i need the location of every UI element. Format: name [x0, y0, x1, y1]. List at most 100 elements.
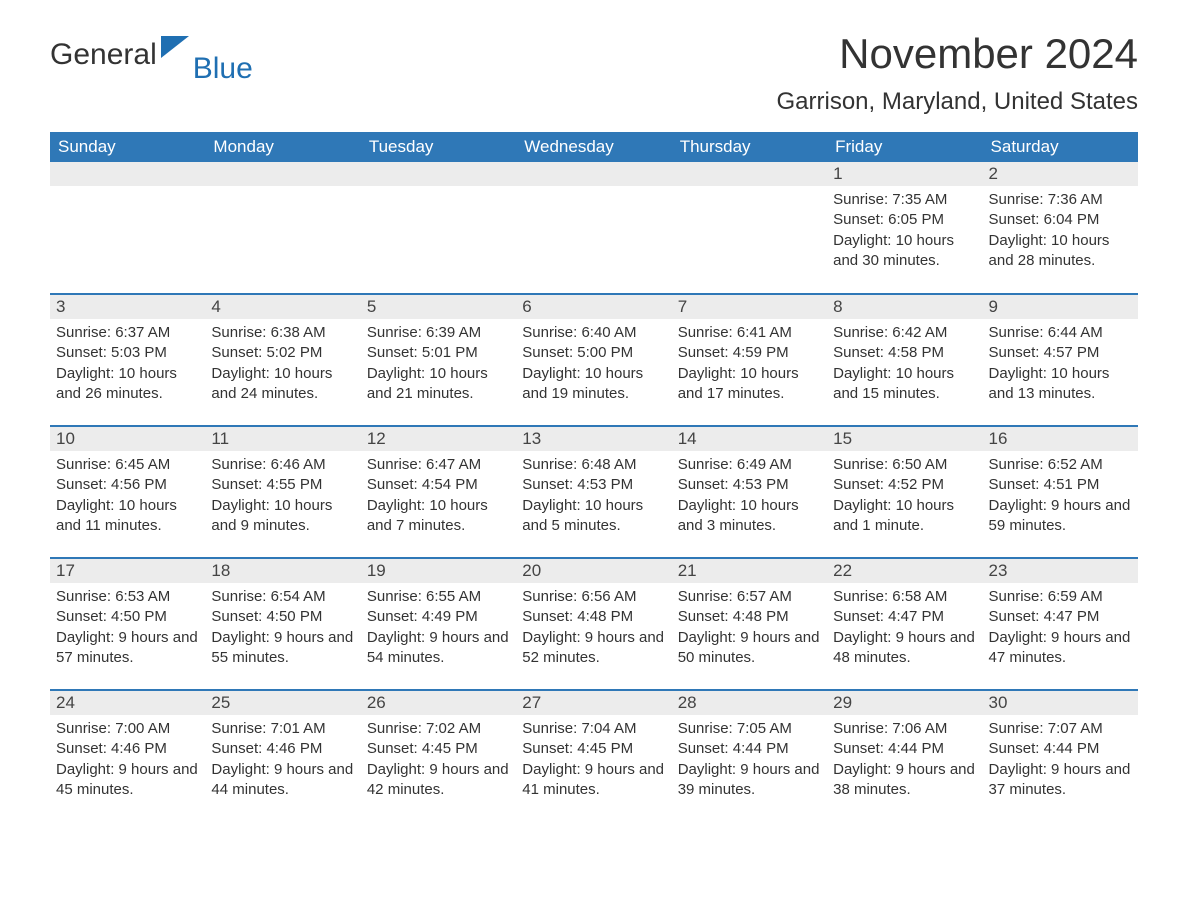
- sunrise-text: Sunrise: 6:41 AM: [678, 323, 821, 343]
- daylight-text: Daylight: 9 hours and 57 minutes.: [56, 628, 199, 669]
- sunrise-text: Sunrise: 7:06 AM: [833, 719, 976, 739]
- sunrise-text: Sunrise: 6:55 AM: [367, 587, 510, 607]
- daylight-text: Daylight: 10 hours and 17 minutes.: [678, 364, 821, 405]
- sunrise-text: Sunrise: 7:35 AM: [833, 190, 976, 210]
- sunrise-text: Sunrise: 6:40 AM: [522, 323, 665, 343]
- calendar-day-cell: 8Sunrise: 6:42 AMSunset: 4:58 PMDaylight…: [827, 294, 982, 426]
- day-details: Sunrise: 6:57 AMSunset: 4:48 PMDaylight:…: [672, 583, 827, 672]
- sunrise-text: Sunrise: 6:48 AM: [522, 455, 665, 475]
- day-number: 13: [516, 427, 671, 451]
- logo-text-blue: Blue: [193, 52, 253, 86]
- calendar-day-cell: 14Sunrise: 6:49 AMSunset: 4:53 PMDayligh…: [672, 426, 827, 558]
- day-details: Sunrise: 6:49 AMSunset: 4:53 PMDaylight:…: [672, 451, 827, 540]
- day-number: [50, 162, 205, 186]
- sunset-text: Sunset: 5:00 PM: [522, 343, 665, 363]
- daylight-text: Daylight: 10 hours and 1 minute.: [833, 496, 976, 537]
- location-subtitle: Garrison, Maryland, United States: [777, 88, 1139, 116]
- calendar-day-cell: 6Sunrise: 6:40 AMSunset: 5:00 PMDaylight…: [516, 294, 671, 426]
- day-details: Sunrise: 6:55 AMSunset: 4:49 PMDaylight:…: [361, 583, 516, 672]
- day-details: Sunrise: 6:54 AMSunset: 4:50 PMDaylight:…: [205, 583, 360, 672]
- day-number: [516, 162, 671, 186]
- day-details: [50, 186, 205, 194]
- sunset-text: Sunset: 4:44 PM: [989, 739, 1132, 759]
- calendar-day-cell: 27Sunrise: 7:04 AMSunset: 4:45 PMDayligh…: [516, 690, 671, 822]
- sunrise-text: Sunrise: 6:57 AM: [678, 587, 821, 607]
- sunrise-text: Sunrise: 6:39 AM: [367, 323, 510, 343]
- calendar-empty-cell: [205, 162, 360, 294]
- daylight-text: Daylight: 9 hours and 59 minutes.: [989, 496, 1132, 537]
- daylight-text: Daylight: 9 hours and 48 minutes.: [833, 628, 976, 669]
- day-details: Sunrise: 6:45 AMSunset: 4:56 PMDaylight:…: [50, 451, 205, 540]
- day-number: [361, 162, 516, 186]
- daylight-text: Daylight: 9 hours and 39 minutes.: [678, 760, 821, 801]
- day-number: 6: [516, 295, 671, 319]
- calendar-day-cell: 9Sunrise: 6:44 AMSunset: 4:57 PMDaylight…: [983, 294, 1138, 426]
- day-number: [205, 162, 360, 186]
- logo-text-general: General: [50, 38, 157, 72]
- daylight-text: Daylight: 9 hours and 54 minutes.: [367, 628, 510, 669]
- day-number: 28: [672, 691, 827, 715]
- calendar-week-row: 1Sunrise: 7:35 AMSunset: 6:05 PMDaylight…: [50, 162, 1138, 294]
- sunrise-text: Sunrise: 6:37 AM: [56, 323, 199, 343]
- sunset-text: Sunset: 4:44 PM: [678, 739, 821, 759]
- day-details: Sunrise: 6:59 AMSunset: 4:47 PMDaylight:…: [983, 583, 1138, 672]
- day-number: 17: [50, 559, 205, 583]
- day-details: Sunrise: 6:48 AMSunset: 4:53 PMDaylight:…: [516, 451, 671, 540]
- sunset-text: Sunset: 4:46 PM: [211, 739, 354, 759]
- calendar-day-cell: 10Sunrise: 6:45 AMSunset: 4:56 PMDayligh…: [50, 426, 205, 558]
- flag-icon: [161, 32, 189, 66]
- daylight-text: Daylight: 9 hours and 55 minutes.: [211, 628, 354, 669]
- day-details: Sunrise: 6:42 AMSunset: 4:58 PMDaylight:…: [827, 319, 982, 408]
- day-number: 1: [827, 162, 982, 186]
- sunset-text: Sunset: 4:54 PM: [367, 475, 510, 495]
- sunset-text: Sunset: 4:59 PM: [678, 343, 821, 363]
- calendar-day-cell: 18Sunrise: 6:54 AMSunset: 4:50 PMDayligh…: [205, 558, 360, 690]
- daylight-text: Daylight: 10 hours and 15 minutes.: [833, 364, 976, 405]
- sunset-text: Sunset: 4:52 PM: [833, 475, 976, 495]
- daylight-text: Daylight: 9 hours and 41 minutes.: [522, 760, 665, 801]
- day-details: Sunrise: 7:04 AMSunset: 4:45 PMDaylight:…: [516, 715, 671, 804]
- sunrise-text: Sunrise: 6:44 AM: [989, 323, 1132, 343]
- sunset-text: Sunset: 4:47 PM: [989, 607, 1132, 627]
- daylight-text: Daylight: 10 hours and 30 minutes.: [833, 231, 976, 272]
- day-number: 19: [361, 559, 516, 583]
- day-number: 25: [205, 691, 360, 715]
- calendar-empty-cell: [516, 162, 671, 294]
- calendar-week-row: 17Sunrise: 6:53 AMSunset: 4:50 PMDayligh…: [50, 558, 1138, 690]
- daylight-text: Daylight: 9 hours and 47 minutes.: [989, 628, 1132, 669]
- daylight-text: Daylight: 10 hours and 7 minutes.: [367, 496, 510, 537]
- day-number: 26: [361, 691, 516, 715]
- day-details: Sunrise: 6:53 AMSunset: 4:50 PMDaylight:…: [50, 583, 205, 672]
- daylight-text: Daylight: 10 hours and 28 minutes.: [989, 231, 1132, 272]
- daylight-text: Daylight: 10 hours and 11 minutes.: [56, 496, 199, 537]
- day-details: Sunrise: 6:40 AMSunset: 5:00 PMDaylight:…: [516, 319, 671, 408]
- day-details: [361, 186, 516, 194]
- daylight-text: Daylight: 10 hours and 3 minutes.: [678, 496, 821, 537]
- column-header: Monday: [205, 132, 360, 162]
- daylight-text: Daylight: 10 hours and 13 minutes.: [989, 364, 1132, 405]
- day-number: 4: [205, 295, 360, 319]
- sunrise-text: Sunrise: 6:56 AM: [522, 587, 665, 607]
- calendar-empty-cell: [672, 162, 827, 294]
- sunrise-text: Sunrise: 6:38 AM: [211, 323, 354, 343]
- sunrise-text: Sunrise: 6:46 AM: [211, 455, 354, 475]
- sunrise-text: Sunrise: 6:59 AM: [989, 587, 1132, 607]
- column-header: Sunday: [50, 132, 205, 162]
- day-number: 8: [827, 295, 982, 319]
- day-number: 30: [983, 691, 1138, 715]
- sunrise-text: Sunrise: 7:36 AM: [989, 190, 1132, 210]
- day-details: [205, 186, 360, 194]
- day-details: Sunrise: 6:44 AMSunset: 4:57 PMDaylight:…: [983, 319, 1138, 408]
- sunrise-text: Sunrise: 6:42 AM: [833, 323, 976, 343]
- day-details: Sunrise: 6:39 AMSunset: 5:01 PMDaylight:…: [361, 319, 516, 408]
- sunset-text: Sunset: 4:58 PM: [833, 343, 976, 363]
- sunrise-text: Sunrise: 7:02 AM: [367, 719, 510, 739]
- sunrise-text: Sunrise: 6:58 AM: [833, 587, 976, 607]
- daylight-text: Daylight: 9 hours and 37 minutes.: [989, 760, 1132, 801]
- daylight-text: Daylight: 10 hours and 24 minutes.: [211, 364, 354, 405]
- calendar-empty-cell: [50, 162, 205, 294]
- column-header: Thursday: [672, 132, 827, 162]
- calendar-day-cell: 7Sunrise: 6:41 AMSunset: 4:59 PMDaylight…: [672, 294, 827, 426]
- calendar-day-cell: 30Sunrise: 7:07 AMSunset: 4:44 PMDayligh…: [983, 690, 1138, 822]
- calendar-day-cell: 19Sunrise: 6:55 AMSunset: 4:49 PMDayligh…: [361, 558, 516, 690]
